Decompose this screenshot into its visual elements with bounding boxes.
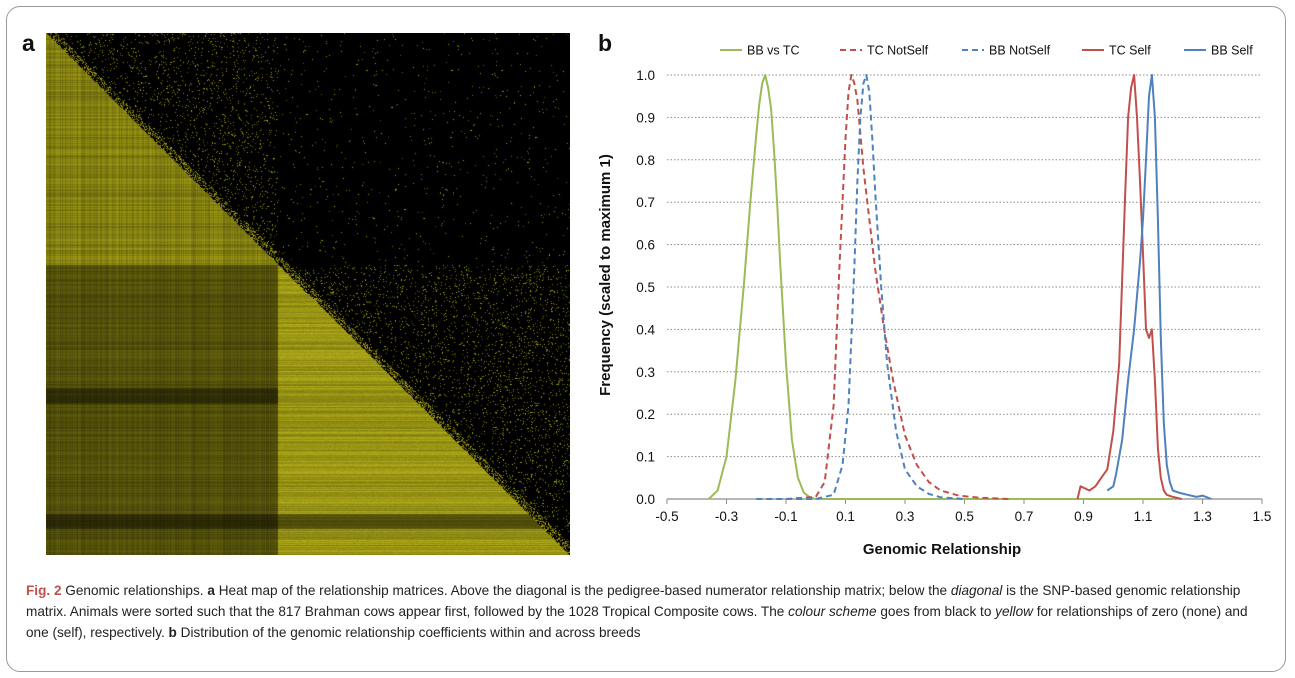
- series-line-0: [708, 74, 1173, 500]
- caption-diagonal-word: diagonal: [950, 583, 1003, 598]
- x-tick-label: 0.9: [1074, 509, 1093, 524]
- chart-series: [708, 74, 1212, 500]
- series-line-4: [1106, 74, 1212, 500]
- x-tick-label: 0.5: [955, 509, 974, 524]
- caption-a-text-1: Heat map of the relationship matrices. A…: [218, 583, 951, 598]
- y-tick-label: 0.3: [636, 365, 655, 380]
- relationship-distribution-chart: 0.0 0.1 0.2 0.3 0.4 0.5 0.6 0.7 0.8 0.9 1.0 -0.5 -0.…: [597, 44, 1271, 559]
- y-tick-label: 0.6: [636, 238, 655, 253]
- x-tick-label: -0.5: [655, 509, 678, 524]
- x-tick-label: 1.3: [1193, 509, 1212, 524]
- figure-caption: Fig. 2 Genomic relationships. a Heat map…: [26, 580, 1271, 643]
- series-line-3: [1076, 74, 1182, 500]
- caption-b-text: Distribution of the genomic relationship…: [176, 625, 641, 640]
- caption-a-label: a: [207, 583, 215, 598]
- legend-label: TC Self: [1109, 44, 1151, 58]
- y-tick-label: 1.0: [636, 68, 655, 83]
- caption-title: Genomic relationships.: [65, 583, 204, 598]
- y-tick-label: 0.0: [636, 492, 655, 507]
- legend-label: BB Self: [1211, 44, 1253, 58]
- x-tick-label: 1.5: [1253, 509, 1272, 524]
- legend-label: BB NotSelf: [989, 44, 1051, 58]
- y-tick-label: 0.5: [636, 280, 655, 295]
- y-tick-label: 0.1: [636, 450, 655, 465]
- caption-yellow-word: yellow: [995, 604, 1033, 619]
- chart-gridlines: [667, 74, 1262, 458]
- caption-colour-scheme-word: colour scheme: [788, 604, 877, 619]
- y-tick-label: 0.7: [636, 195, 655, 210]
- series-line-2: [756, 74, 965, 500]
- caption-fig-label: Fig. 2: [26, 583, 62, 598]
- x-tick-label: -0.1: [774, 509, 797, 524]
- y-tick-label: 0.4: [636, 322, 655, 337]
- relationship-heatmap: [46, 33, 570, 555]
- x-tick-label: 0.3: [896, 509, 915, 524]
- chart-axes: 0.0 0.1 0.2 0.3 0.4 0.5 0.6 0.7 0.8 0.9 1.0 -0.5 -0.…: [636, 68, 1271, 524]
- y-tick-label: 0.2: [636, 407, 655, 422]
- caption-a-text-3: goes from black to: [876, 604, 996, 619]
- x-tick-label: 1.1: [1134, 509, 1153, 524]
- y-axis-title: Frequency (scaled to maximum 1): [597, 154, 614, 396]
- caption-a-text-4: for relationships of zero (none) and one…: [26, 604, 1248, 640]
- x-tick-label: 0.7: [1015, 509, 1034, 524]
- chart-legend: BB vs TC TC NotSelf BB NotSelf TC Self BB Se…: [720, 44, 1253, 58]
- x-tick-label: -0.3: [715, 509, 738, 524]
- y-tick-label: 0.8: [636, 153, 655, 168]
- legend-label: TC NotSelf: [867, 44, 929, 58]
- caption-a-text-2: is the SNP-based genomic relationship ma…: [26, 583, 1241, 619]
- panel-a-label: a: [22, 30, 35, 56]
- caption-b-label: b: [168, 625, 177, 640]
- legend-label: BB vs TC: [747, 44, 800, 58]
- x-axis-title: Genomic Relationship: [863, 541, 1021, 558]
- y-tick-label: 0.9: [636, 110, 655, 125]
- x-tick-label: 0.1: [836, 509, 855, 524]
- panel-b-label: b: [598, 30, 613, 56]
